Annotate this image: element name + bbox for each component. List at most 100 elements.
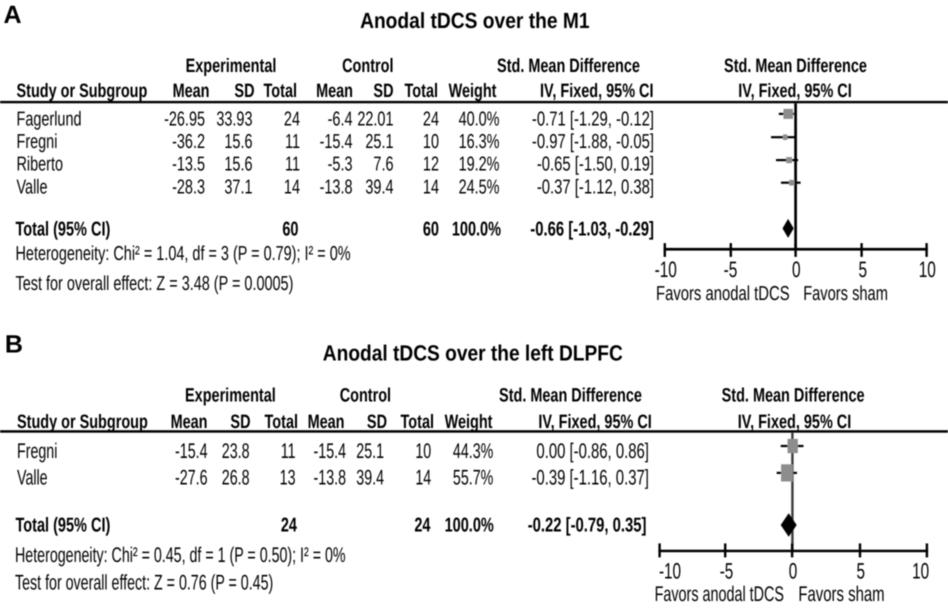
svg-text:Favors sham: Favors sham xyxy=(803,283,888,305)
svg-text:Favors anodal tDCS: Favors anodal tDCS xyxy=(656,283,790,305)
svg-text:Total: Total xyxy=(401,411,434,433)
svg-text:Anodal tDCS over the left DLPF: Anodal tDCS over the left DLPFC xyxy=(323,341,623,366)
svg-text:Std. Mean Difference: Std. Mean Difference xyxy=(724,55,867,77)
svg-text:IV, Fixed, 95% CI: IV, Fixed, 95% CI xyxy=(738,80,851,102)
svg-text:A: A xyxy=(4,1,22,29)
svg-text:15.6: 15.6 xyxy=(224,154,252,176)
svg-text:-13.8: -13.8 xyxy=(320,176,353,198)
svg-text:Fagerlund: Fagerlund xyxy=(17,108,82,130)
svg-text:Favors anodal tDCS: Favors anodal tDCS xyxy=(655,583,784,606)
svg-text:10: 10 xyxy=(919,257,936,282)
svg-text:60: 60 xyxy=(423,219,439,241)
svg-text:-0.71 [-1.29, -0.12]: -0.71 [-1.29, -0.12] xyxy=(532,108,654,130)
svg-text:-0.37 [-1.12, 0.38]: -0.37 [-1.12, 0.38] xyxy=(537,176,654,198)
svg-text:24: 24 xyxy=(281,515,298,537)
svg-text:15.6: 15.6 xyxy=(224,131,252,153)
svg-text:39.4: 39.4 xyxy=(365,176,393,198)
svg-text:44.3%: 44.3% xyxy=(453,440,493,463)
svg-text:0.00 [-0.86, 0.86]: 0.00 [-0.86, 0.86] xyxy=(536,440,648,463)
svg-text:Mean: Mean xyxy=(173,80,210,102)
svg-text:-5.3: -5.3 xyxy=(328,154,353,176)
svg-text:-0.65 [-1.50, 0.19]: -0.65 [-1.50, 0.19] xyxy=(537,154,654,176)
svg-text:Total (95% CI): Total (95% CI) xyxy=(16,515,111,537)
svg-text:IV, Fixed, 95% CI: IV, Fixed, 95% CI xyxy=(538,411,651,433)
svg-text:Valle: Valle xyxy=(17,466,48,489)
svg-text:SD: SD xyxy=(230,411,250,433)
svg-text:-6.4: -6.4 xyxy=(328,108,353,130)
svg-text:Study or Subgroup: Study or Subgroup xyxy=(17,80,148,102)
svg-text:23.8: 23.8 xyxy=(222,440,250,463)
svg-text:7.6: 7.6 xyxy=(373,154,393,176)
svg-text:37.1: 37.1 xyxy=(224,176,252,198)
svg-text:22.01: 22.01 xyxy=(357,108,393,130)
svg-text:Riberto: Riberto xyxy=(17,154,64,176)
svg-text:SD: SD xyxy=(367,411,387,433)
svg-text:24.5%: 24.5% xyxy=(459,176,500,198)
svg-text:Total: Total xyxy=(405,80,438,102)
svg-text:Control: Control xyxy=(340,385,391,407)
svg-text:14: 14 xyxy=(284,176,300,198)
svg-text:-28.3: -28.3 xyxy=(172,176,205,198)
svg-text:-5: -5 xyxy=(720,558,734,583)
svg-text:55.7%: 55.7% xyxy=(453,466,493,489)
svg-text:100.0%: 100.0% xyxy=(445,515,494,537)
svg-text:40.0%: 40.0% xyxy=(459,108,500,130)
svg-text:Favors sham: Favors sham xyxy=(798,583,884,606)
svg-text:0: 0 xyxy=(792,257,801,282)
svg-text:19.2%: 19.2% xyxy=(459,154,500,176)
svg-text:-15.4: -15.4 xyxy=(320,131,353,153)
svg-text:26.8: 26.8 xyxy=(222,466,250,489)
svg-text:-0.22 [-0.79, 0.35]: -0.22 [-0.79, 0.35] xyxy=(528,515,647,537)
svg-text:60: 60 xyxy=(282,219,298,241)
svg-text:24: 24 xyxy=(423,108,439,130)
svg-text:Weight: Weight xyxy=(445,411,493,433)
svg-text:-0.39 [-1.16, 0.37]: -0.39 [-1.16, 0.37] xyxy=(531,466,648,489)
svg-text:39.4: 39.4 xyxy=(356,466,384,489)
svg-text:-10: -10 xyxy=(659,558,681,583)
svg-text:IV, Fixed, 95% CI: IV, Fixed, 95% CI xyxy=(540,80,653,102)
svg-text:Fregni: Fregni xyxy=(17,131,58,153)
svg-text:10: 10 xyxy=(415,440,431,463)
svg-text:Std. Mean Difference: Std. Mean Difference xyxy=(722,385,865,407)
svg-text:Total: Total xyxy=(265,411,298,433)
svg-text:25.1: 25.1 xyxy=(365,131,393,153)
svg-text:Heterogeneity: Chi² = 0.45, df: Heterogeneity: Chi² = 0.45, df = 1 (P = … xyxy=(15,544,346,567)
svg-text:Std. Mean Difference: Std. Mean Difference xyxy=(497,55,640,77)
svg-text:-10: -10 xyxy=(655,257,677,282)
svg-text:-13.5: -13.5 xyxy=(172,154,205,176)
svg-text:100.0%: 100.0% xyxy=(452,219,501,241)
svg-text:-15.4: -15.4 xyxy=(175,440,208,463)
svg-text:10: 10 xyxy=(912,558,929,583)
svg-text:Mean: Mean xyxy=(308,411,345,433)
svg-text:-27.6: -27.6 xyxy=(175,466,207,489)
svg-text:24: 24 xyxy=(284,108,300,130)
svg-text:-0.97 [-1.88, -0.05]: -0.97 [-1.88, -0.05] xyxy=(532,131,654,153)
svg-text:Valle: Valle xyxy=(17,176,48,198)
svg-text:11: 11 xyxy=(285,131,300,153)
svg-text:Std. Mean Difference: Std. Mean Difference xyxy=(499,385,642,407)
svg-text:Mean: Mean xyxy=(316,80,353,102)
svg-text:Heterogeneity: Chi² = 1.04, df: Heterogeneity: Chi² = 1.04, df = 3 (P = … xyxy=(16,243,351,265)
svg-text:SD: SD xyxy=(234,80,254,102)
svg-text:14: 14 xyxy=(415,466,431,489)
svg-text:12: 12 xyxy=(423,154,439,176)
svg-text:Weight: Weight xyxy=(449,80,497,102)
svg-text:16.3%: 16.3% xyxy=(459,131,500,153)
svg-text:Control: Control xyxy=(342,55,393,77)
svg-text:IV, Fixed, 95% CI: IV, Fixed, 95% CI xyxy=(738,411,851,433)
svg-text:10: 10 xyxy=(423,131,439,153)
svg-text:Mean: Mean xyxy=(171,411,208,433)
svg-text:Total (95% CI): Total (95% CI) xyxy=(16,219,111,241)
svg-text:13: 13 xyxy=(280,466,296,489)
svg-text:25.1: 25.1 xyxy=(356,440,384,463)
svg-text:Fregni: Fregni xyxy=(17,440,57,463)
svg-text:Test for overall effect: Z = 0: Test for overall effect: Z = 0.76 (P = 0… xyxy=(15,571,273,594)
svg-text:5: 5 xyxy=(856,558,865,583)
svg-text:33.93: 33.93 xyxy=(216,108,252,130)
svg-text:11: 11 xyxy=(281,440,296,463)
svg-text:-15.4: -15.4 xyxy=(314,440,347,463)
svg-text:SD: SD xyxy=(373,80,393,102)
svg-text:Test for overall effect: Z = 3: Test for overall effect: Z = 3.48 (P = 0… xyxy=(16,273,294,295)
svg-text:Study or Subgroup: Study or Subgroup xyxy=(17,411,148,433)
svg-text:-0.66 [-1.03, -0.29]: -0.66 [-1.03, -0.29] xyxy=(530,219,654,241)
